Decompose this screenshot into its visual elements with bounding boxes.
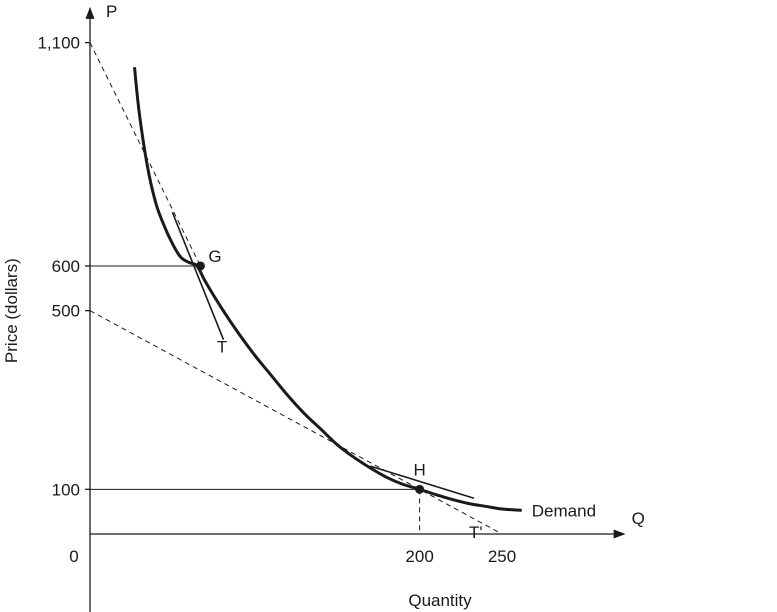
axes-layer [85, 6, 626, 612]
x-tick-label: 250 [488, 547, 516, 566]
tangent-line-3 [369, 465, 475, 500]
text-layer: 100 500 600 1,100 0 200 250 P Q Quantity Price (do… [2, 2, 645, 610]
x-axis-symbol: Q [632, 509, 645, 528]
x-tick-label: 0 [69, 547, 78, 566]
y-axis-arrow-icon [85, 6, 95, 19]
guide-lines-layer [90, 265, 421, 534]
annotation-label-4: Demand [532, 501, 596, 520]
y-tick-label: 500 [52, 302, 80, 321]
y-axis-symbol: P [106, 2, 117, 21]
annotation-label-2: H [413, 460, 425, 479]
annotation-label-3: T' [469, 523, 483, 542]
points-layer [195, 261, 425, 494]
tangent-lines-layer [89, 42, 503, 535]
x-tick-label: 200 [405, 547, 433, 566]
x-axis-arrow-icon [613, 529, 626, 539]
annotation-label-1: T [217, 338, 227, 357]
y-axis-title: Price (dollars) [2, 258, 21, 363]
x-axis-title: Quantity [408, 591, 472, 610]
y-tick-label: 600 [52, 257, 80, 276]
demand-curve-layer [133, 67, 522, 512]
point-h [415, 484, 425, 494]
annotation-label-0: G [208, 247, 221, 266]
tangent-line-1 [171, 212, 225, 340]
demand-curve [133, 67, 522, 512]
tangent-line-2 [89, 310, 503, 535]
y-tick-label: 100 [52, 480, 80, 499]
y-tick-label: 1,100 [37, 34, 80, 53]
point-g [195, 261, 205, 271]
tangent-line-0 [89, 42, 201, 267]
